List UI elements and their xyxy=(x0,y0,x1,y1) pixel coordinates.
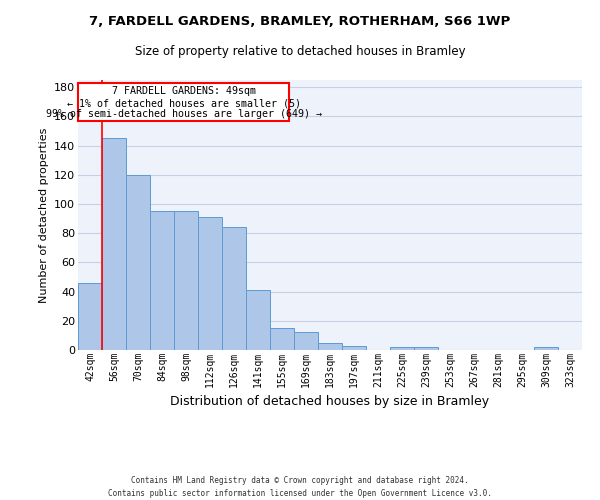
Text: 7 FARDELL GARDENS: 49sqm: 7 FARDELL GARDENS: 49sqm xyxy=(112,86,256,97)
Text: 7, FARDELL GARDENS, BRAMLEY, ROTHERHAM, S66 1WP: 7, FARDELL GARDENS, BRAMLEY, ROTHERHAM, … xyxy=(89,15,511,28)
Text: 99% of semi-detached houses are larger (649) →: 99% of semi-detached houses are larger (… xyxy=(46,109,322,119)
Bar xyxy=(102,138,126,350)
Bar xyxy=(414,347,438,350)
Bar xyxy=(174,212,198,350)
Text: ← 1% of detached houses are smaller (5): ← 1% of detached houses are smaller (5) xyxy=(67,98,301,108)
Bar xyxy=(222,228,246,350)
Bar xyxy=(246,290,270,350)
Y-axis label: Number of detached properties: Number of detached properties xyxy=(38,128,49,302)
Bar xyxy=(150,212,174,350)
Bar xyxy=(198,217,222,350)
Bar xyxy=(126,175,150,350)
Bar xyxy=(342,346,366,350)
Text: Contains HM Land Registry data © Crown copyright and database right 2024.
Contai: Contains HM Land Registry data © Crown c… xyxy=(108,476,492,498)
Bar xyxy=(390,347,414,350)
X-axis label: Distribution of detached houses by size in Bramley: Distribution of detached houses by size … xyxy=(170,395,490,408)
FancyBboxPatch shape xyxy=(78,83,289,121)
Text: Size of property relative to detached houses in Bramley: Size of property relative to detached ho… xyxy=(134,45,466,58)
Bar xyxy=(294,332,318,350)
Bar xyxy=(318,342,342,350)
Bar xyxy=(534,347,558,350)
Bar xyxy=(78,283,102,350)
Bar xyxy=(270,328,294,350)
